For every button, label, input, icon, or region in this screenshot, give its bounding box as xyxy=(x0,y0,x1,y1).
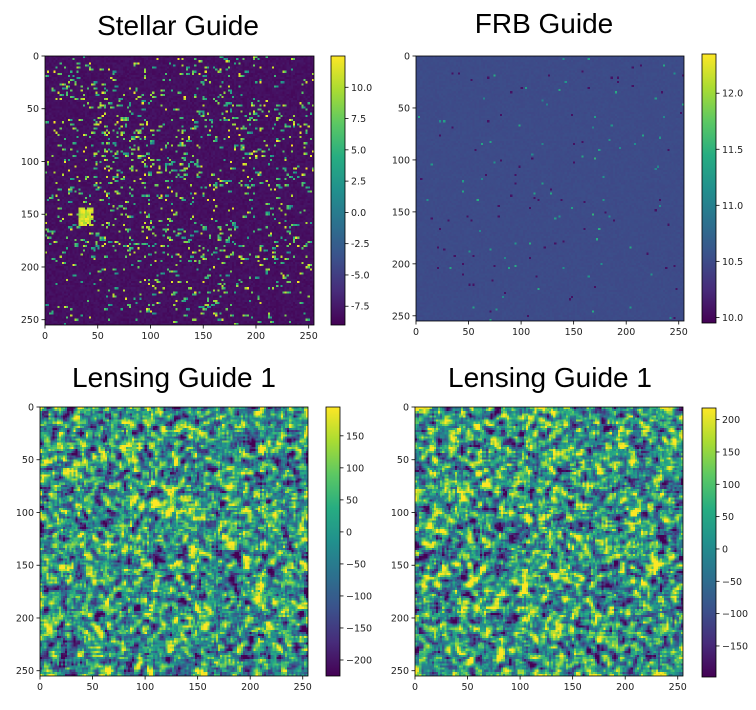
y-tick-label: 100 xyxy=(16,508,34,519)
heatmap-image xyxy=(40,407,308,676)
y-tick-label: 0 xyxy=(404,52,410,63)
colorbar-tick-label: 200 xyxy=(722,415,740,426)
y-tick-label: 250 xyxy=(16,666,34,677)
colorbar-tick-label: 5.0 xyxy=(351,145,366,156)
y-tick-label: 50 xyxy=(397,455,409,466)
x-tick-label: 100 xyxy=(136,682,154,693)
heatmap-panel-3: 0 50 100 150 200 250050100150200250150100500−… xyxy=(16,403,372,694)
y-tick-label: 150 xyxy=(16,561,34,572)
x-tick-label: 0 xyxy=(413,327,419,338)
x-tick-label: 0 xyxy=(412,682,418,693)
x-tick-label: 200 xyxy=(617,327,635,338)
chart-title-lensing-1: Lensing Guide 1 xyxy=(72,362,276,393)
colorbar xyxy=(701,407,717,678)
heatmap-image xyxy=(416,56,684,321)
y-tick-label: 50 xyxy=(398,103,410,114)
x-tick-label: 250 xyxy=(670,327,688,338)
x-tick-label: 50 xyxy=(87,682,99,693)
x-tick-label: 250 xyxy=(294,682,312,693)
y-tick-label: 200 xyxy=(392,259,410,270)
chart-title-stellar: Stellar Guide xyxy=(97,10,259,41)
colorbar-tick-label: 11.0 xyxy=(722,201,743,212)
colorbar-tick-label: 12.0 xyxy=(722,89,743,100)
y-tick-label: 150 xyxy=(391,561,409,572)
colorbar-tick-label: 7.5 xyxy=(351,114,366,125)
y-tick-label: 0 xyxy=(28,403,34,414)
colorbar-tick-label: 0.0 xyxy=(351,208,366,219)
colorbar-tick-label: -7.5 xyxy=(351,302,370,313)
colorbar-tick-label: 150 xyxy=(346,431,364,442)
colorbar xyxy=(325,406,341,677)
colorbar-tick-label: 0 xyxy=(722,544,728,555)
heatmap-image xyxy=(45,56,314,325)
chart-title-frb: FRB Guide xyxy=(474,8,614,39)
x-tick-label: 50 xyxy=(92,331,104,342)
colorbar xyxy=(330,55,346,326)
colorbar-tick-label: 100 xyxy=(346,463,364,474)
heatmap-image xyxy=(415,407,683,676)
plot-frame xyxy=(39,406,309,677)
heatmap-panel-1: 0 50 100 150 200 25005010015020025010.07.55.0… xyxy=(21,52,372,343)
colorbar-tick-label: 0 xyxy=(346,527,352,538)
colorbar-tick-label: 10.5 xyxy=(722,257,743,268)
colorbar-tick-label: −50 xyxy=(722,577,742,588)
y-tick-label: 50 xyxy=(22,455,34,466)
x-tick-label: 50 xyxy=(462,682,474,693)
colorbar-tick-label: −150 xyxy=(346,623,372,634)
heatmap-panel-2: 0 50 100 150 200 25005010015020025012.011.511… xyxy=(392,52,743,339)
x-tick-label: 150 xyxy=(564,682,582,693)
colorbar-tick-label: −200 xyxy=(346,655,372,666)
plot-frame xyxy=(44,55,315,326)
colorbar-tick-label: 50 xyxy=(722,512,734,523)
y-tick-label: 250 xyxy=(391,666,409,677)
x-tick-label: 200 xyxy=(241,682,259,693)
heatmap-panel-4: 0 50 100 150 200 2500501001502002502001501005… xyxy=(391,403,748,694)
colorbar-tick-label: 10.0 xyxy=(722,313,743,324)
y-tick-label: 150 xyxy=(392,207,410,218)
colorbar-tick-label: 150 xyxy=(722,447,740,458)
colorbar xyxy=(701,53,717,324)
y-tick-label: 200 xyxy=(391,613,409,624)
x-tick-label: 150 xyxy=(565,327,583,338)
y-tick-label: 100 xyxy=(21,157,39,168)
colorbar-tick-label: 50 xyxy=(346,495,358,506)
y-tick-label: 200 xyxy=(21,262,39,273)
x-tick-label: 100 xyxy=(511,682,529,693)
x-tick-label: 100 xyxy=(141,331,159,342)
x-tick-label: 200 xyxy=(616,682,634,693)
x-tick-label: 0 xyxy=(37,682,43,693)
colorbar-tick-label: −150 xyxy=(722,641,748,652)
x-tick-label: 50 xyxy=(463,327,475,338)
colorbar-tick-label: 2.5 xyxy=(351,177,366,188)
x-tick-label: 150 xyxy=(194,331,212,342)
y-tick-label: 0 xyxy=(33,52,39,63)
y-tick-label: 250 xyxy=(21,315,39,326)
y-tick-label: 0 xyxy=(403,403,409,414)
x-tick-label: 250 xyxy=(300,331,318,342)
x-tick-label: 200 xyxy=(247,331,265,342)
chart-title-lensing-2: Lensing Guide 1 xyxy=(448,362,652,393)
x-tick-label: 150 xyxy=(189,682,207,693)
colorbar-tick-label: 10.0 xyxy=(351,83,372,94)
colorbar-tick-label: −50 xyxy=(346,559,366,570)
colorbar-tick-label: 11.5 xyxy=(722,145,743,156)
y-tick-label: 200 xyxy=(16,613,34,624)
y-tick-label: 150 xyxy=(21,210,39,221)
colorbar-tick-label: 100 xyxy=(722,480,740,491)
y-tick-label: 100 xyxy=(392,155,410,166)
y-tick-label: 250 xyxy=(392,311,410,322)
plot-frame xyxy=(415,55,685,322)
colorbar-tick-label: -2.5 xyxy=(351,239,370,250)
plot-frame xyxy=(414,406,684,677)
x-tick-label: 0 xyxy=(42,331,48,342)
x-tick-label: 100 xyxy=(512,327,530,338)
colorbar-tick-label: −100 xyxy=(722,609,748,620)
colorbar-tick-label: -5.0 xyxy=(351,270,370,281)
x-tick-label: 250 xyxy=(669,682,687,693)
y-tick-label: 50 xyxy=(27,104,39,115)
y-tick-label: 100 xyxy=(391,508,409,519)
colorbar-tick-label: −100 xyxy=(346,591,372,602)
